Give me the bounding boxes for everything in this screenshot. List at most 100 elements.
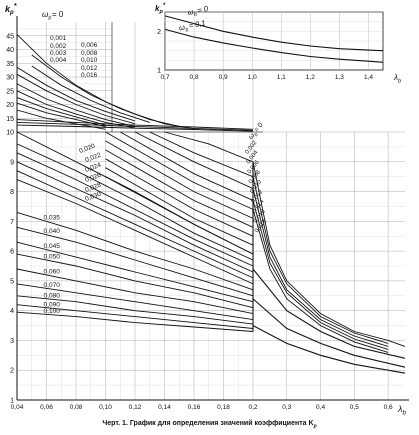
x-tick-label: 0,2 (248, 404, 257, 411)
x-axis-label: λb (397, 404, 406, 417)
inset-x-tick-label: 0,7 (160, 74, 169, 81)
series-lower-line (105, 131, 389, 353)
y-tick-label: 8 (10, 189, 14, 196)
series-lower-line (134, 131, 389, 347)
x-tick-label: 0,10 (99, 404, 112, 411)
x-tick-label: 0,16 (188, 404, 201, 411)
y-tick-label: 10 (6, 130, 14, 137)
upper-legend-title-value: = 0 (52, 10, 64, 19)
x-tick-label: 0,12 (129, 404, 142, 411)
y-tick-label: 7 (10, 219, 14, 226)
inset-series-label-value: = 0 (197, 4, 210, 15)
inset-y-tick-label: 1 (157, 68, 161, 75)
series-lower-line (16, 161, 254, 273)
series-upper-flat-line (16, 124, 254, 132)
upper-legend-title: ωb (42, 10, 51, 21)
series-lower-line (120, 131, 389, 350)
y-tick-label: 45 (6, 33, 14, 40)
upper-label: 0,004 (50, 57, 67, 64)
inset-x-tick-label: 1,0 (248, 74, 257, 81)
inset-series-label: ωb= 0 (187, 4, 210, 19)
inset-x-tick-label: 1,3 (335, 74, 344, 81)
lower-label: 0,040 (44, 228, 61, 235)
y-tick-label: 6 (10, 249, 14, 256)
inset-y-axis-label: kp* (155, 3, 166, 15)
inset-x-tick-label: 1,2 (306, 74, 315, 81)
inset-y-tick-label: 2 (157, 29, 161, 36)
series-upper-flat-line (16, 119, 254, 130)
lower-label: 0,060 (44, 268, 61, 275)
upper-label: 0,012 (81, 65, 98, 72)
series-lower-line (16, 304, 254, 329)
y-tick-label: 2 (10, 368, 14, 375)
y-tick-label: 4 (10, 308, 14, 315)
x-tick-label: 0,18 (217, 404, 230, 411)
series-lower-line (16, 253, 254, 309)
series-lower-line (16, 143, 254, 261)
y-tick-label: 35 (6, 61, 14, 68)
upper-label: 0,003 (50, 50, 67, 57)
lower-fan-title: ωb (247, 130, 259, 142)
inset-series-line (164, 28, 384, 63)
series-upper-line (31, 65, 150, 123)
y-tick-label: 15 (6, 116, 14, 123)
lower-label: 0,050 (44, 253, 61, 260)
series-lower-line (16, 241, 254, 303)
x-tick-label: 0,04 (11, 404, 24, 411)
inset-x-tick-label: 0,9 (219, 74, 228, 81)
upper-label: 0,002 (50, 43, 67, 50)
inset-x-tick-label: 0,8 (190, 74, 199, 81)
inset-series-label-omega: ωb (178, 22, 189, 35)
x-tick-label: 0,5 (350, 404, 359, 411)
series-lower-line (16, 170, 254, 279)
lower-label: 0,070 (44, 282, 61, 289)
series-upper-line (16, 83, 136, 127)
x-tick-label: 0,08 (70, 404, 83, 411)
x-tick-label: 0,14 (158, 404, 171, 411)
series-lower-line (105, 158, 254, 237)
lower-fan-title-value: = 0 (253, 121, 265, 133)
series-upper-line (16, 97, 106, 126)
inset-x-axis-label: λb (393, 73, 401, 84)
series-tail-line (252, 298, 406, 368)
series-upper-line (16, 67, 136, 122)
caption-subscript: р (313, 423, 317, 430)
series-lower-line (105, 149, 254, 228)
inset-series-label: ωb= 0,1 (178, 18, 206, 35)
series-tail-line (252, 325, 406, 374)
main-series (16, 34, 406, 374)
series-lower-line (16, 152, 254, 267)
lower-label: 0,035 (44, 214, 61, 221)
chart-caption: Черт. 1. График для определения значений… (0, 420, 419, 429)
series-lower-line (16, 179, 254, 285)
upper-label: 0,008 (81, 50, 98, 57)
series-tail-line (252, 268, 406, 359)
series-lower-line (16, 283, 254, 321)
series-lower-line (105, 167, 254, 246)
upper-label: 0,001 (50, 35, 67, 42)
lower-label: 0,045 (44, 243, 61, 250)
y-tick-label: 3 (10, 338, 14, 345)
caption-text: Черт. 1. График для определения значений… (102, 420, 314, 427)
lower-label: 0,100 (44, 308, 61, 315)
y-tick-label: 20 (6, 102, 14, 109)
lower-label: 0,090 (44, 301, 61, 308)
series-lower-line (16, 211, 254, 291)
series-lower-line (16, 226, 254, 297)
x-tick-label: 0,6 (384, 404, 393, 411)
lower-label: 0,080 (44, 292, 61, 299)
y-tick-label: 30 (6, 75, 14, 82)
inset-series-label-value: = 0,1 (188, 18, 206, 30)
upper-label: 0,006 (81, 42, 98, 49)
series-lower-line (149, 131, 389, 344)
inset-x-tick-label: 1,1 (277, 74, 286, 81)
lower-fan-labels: ωb = 00,0020,0040,0060,0080,0100,0120,01… (244, 121, 268, 234)
series-lower-line (105, 140, 254, 219)
inset-x-tick-label: 1,4 (364, 74, 373, 81)
inset-series-label-omega: ωb (187, 6, 198, 19)
y-tick-label: 25 (6, 88, 14, 95)
series-lower-line (16, 311, 254, 332)
series-upper-line (16, 73, 136, 125)
